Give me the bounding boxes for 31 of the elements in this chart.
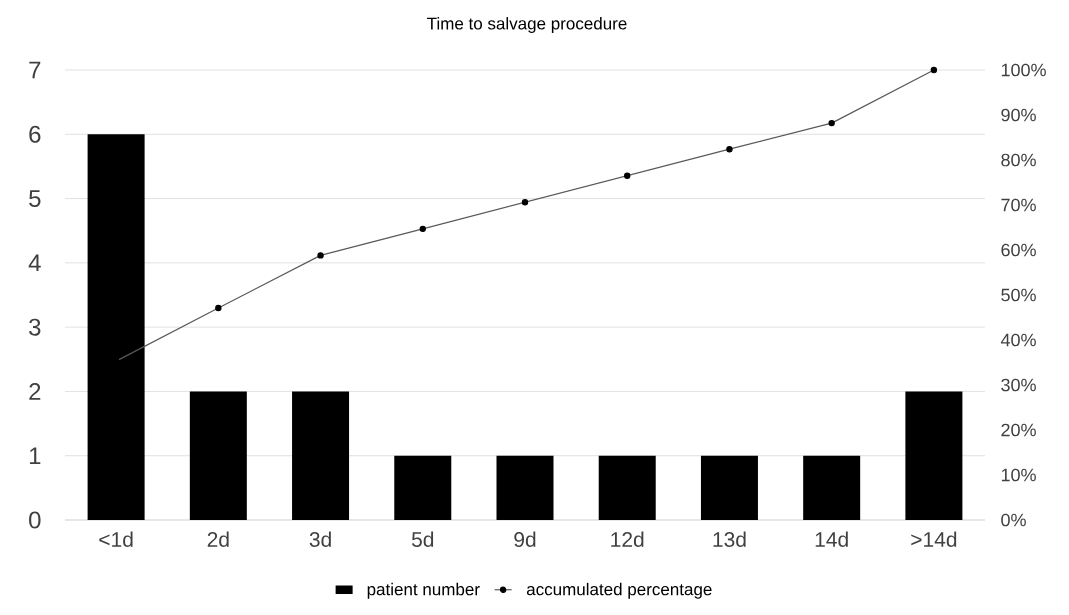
x-tick-label: 5d: [411, 531, 434, 547]
legend-label: accumulated percentage: [526, 582, 712, 599]
y2-tick-label: 0%: [1001, 513, 1026, 527]
y-tick-label: 1: [29, 447, 41, 464]
legend-label: patient number: [367, 582, 480, 599]
x-tick-label: <1d: [99, 531, 133, 547]
y2-tick-label: 80%: [1001, 153, 1036, 167]
x-tick-label: 12d: [611, 531, 644, 547]
y-tick-label: 3: [29, 318, 41, 336]
y2-tick-label: 60%: [1001, 243, 1036, 257]
y-tick-label: 5: [29, 190, 41, 207]
y-tick-label: 7: [29, 61, 41, 79]
x-tick-label: 3d: [309, 531, 331, 547]
y-tick-label: 6: [29, 125, 41, 143]
y2-tick-label: 20%: [1001, 423, 1036, 437]
x-tick-label: 9d: [514, 531, 536, 547]
chart-title: Time to salvage procedure: [427, 17, 627, 33]
y2-tick-label: 50%: [1001, 288, 1036, 302]
y2-tick-label: 40%: [1000, 333, 1036, 347]
x-tick-label: 2d: [207, 531, 229, 547]
y2-tick-label: 100%: [1001, 63, 1046, 77]
x-tick-label: >14d: [911, 531, 957, 547]
y-tick-label: 0: [29, 511, 41, 529]
x-tick-label: 13d: [713, 531, 746, 547]
y2-tick-label: 10%: [1001, 468, 1036, 482]
y2-tick-label: 30%: [1001, 378, 1036, 392]
y-tick-label: 4: [28, 254, 41, 272]
y2-tick-label: 90%: [1001, 108, 1036, 122]
y2-tick-label: 70%: [1001, 198, 1036, 212]
y-tick-label: 2: [29, 383, 41, 400]
x-tick-label: 14d: [815, 531, 848, 547]
